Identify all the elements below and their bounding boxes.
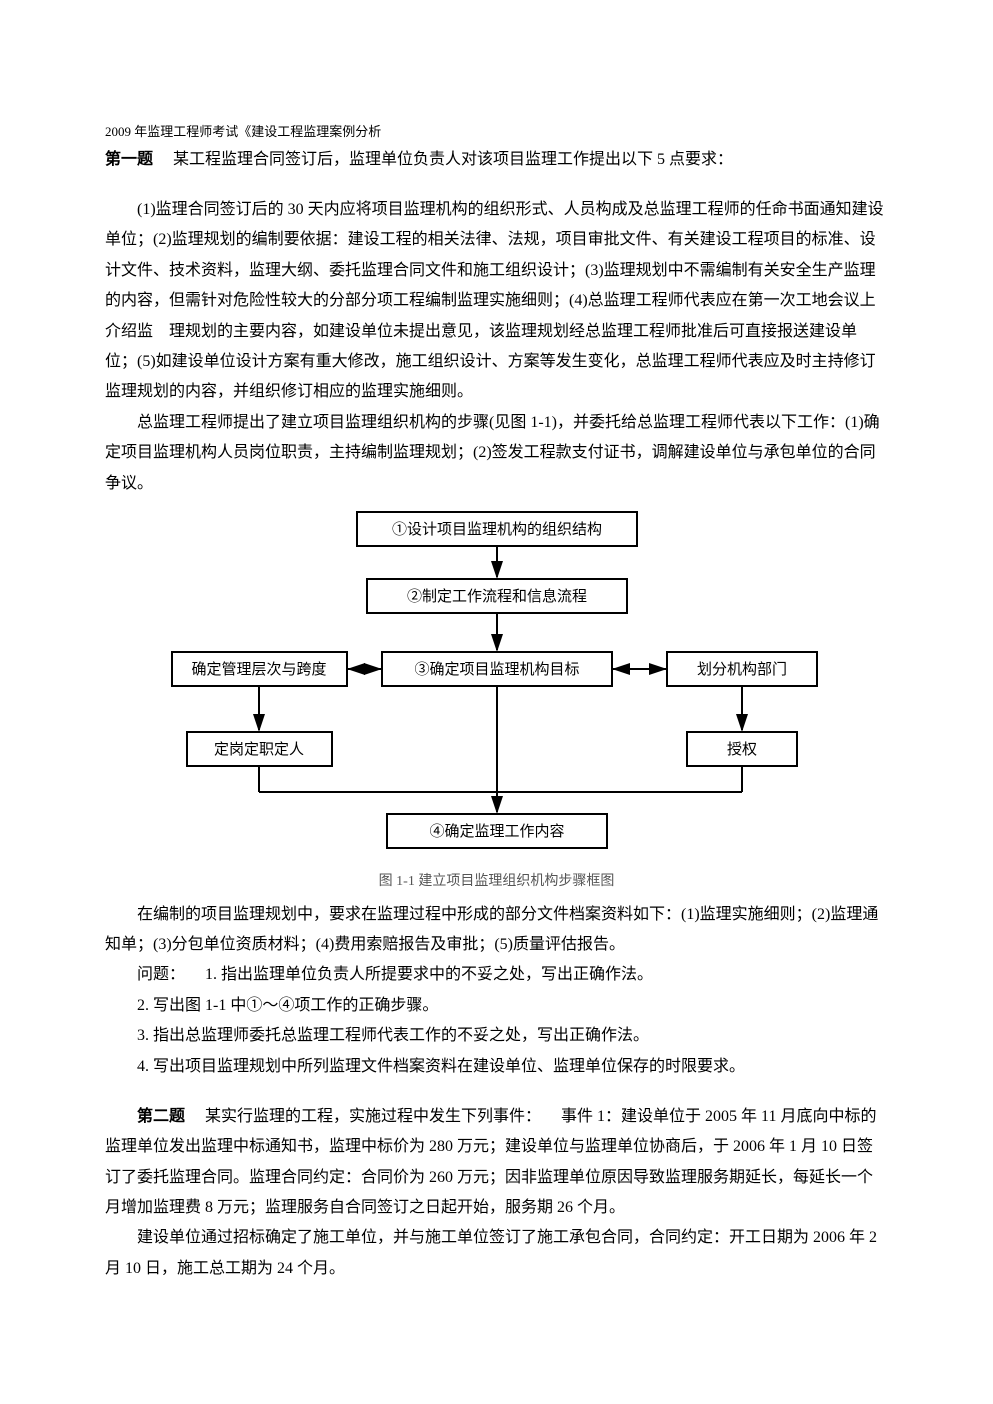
svg-text:划分机构部门: 划分机构部门 (696, 661, 786, 678)
question-2-event1-label: 事件 1： (561, 1108, 621, 1125)
question-1-questions-line: 问题： 1. 指出监理单位负责人所提要求中的不妥之处，写出正确作法。 (105, 960, 888, 990)
svg-text:授权: 授权 (726, 741, 756, 758)
question-1-after-figure: 在编制的项目监理规划中，要求在监理过程中形成的部分文件档案资料如下：(1)监理实… (105, 900, 888, 961)
svg-text:定岗定职定人: 定岗定职定人 (213, 741, 303, 758)
question-1-q1: 1. 指出监理单位负责人所提要求中的不妥之处，写出正确作法。 (205, 966, 653, 983)
question-1-label: 第一题 (105, 151, 153, 168)
question-1-q3: 3. 指出总监理师委托总监理工程师代表工作的不妥之处，写出正确作法。 (105, 1021, 888, 1051)
question-2-paragraph-2: 建设单位通过招标确定了施工单位，并与施工单位签订了施工承包合同，合同约定：开工日… (105, 1223, 888, 1284)
figure-caption: 图 1-1 建立项目监理组织机构步骤框图 (379, 869, 615, 896)
question-1-q2: 2. 写出图 1-1 中①～④项工作的正确步骤。 (105, 991, 888, 1021)
svg-text:确定管理层次与跨度: 确定管理层次与跨度 (191, 661, 326, 678)
question-1-paragraph-1: (1)监理合同签订后的 30 天内应将项目监理机构的组织形式、人员构成及总监理工… (105, 195, 888, 408)
question-1-title-line: 第一题 某工程监理合同签订后，监理单位负责人对该项目监理工作提出以下 5 点要求… (105, 145, 888, 175)
svg-text:②制定工作流程和信息流程: ②制定工作流程和信息流程 (406, 588, 586, 605)
flowchart-svg: ①设计项目监理机构的组织结构 ②制定工作流程和信息流程 确定管理层次与跨度 ③确… (167, 507, 827, 867)
question-1-q4: 4. 写出项目监理规划中所列监理文件档案资料在建设单位、监理单位保存的时限要求。 (105, 1052, 888, 1082)
question-2-title-line: 第二题 某实行监理的工程，实施过程中发生下列事件： 事件 1：建设单位于 200… (105, 1102, 888, 1224)
figure-1-1: ①设计项目监理机构的组织结构 ②制定工作流程和信息流程 确定管理层次与跨度 ③确… (105, 507, 888, 896)
svg-text:④确定监理工作内容: ④确定监理工作内容 (429, 823, 564, 840)
question-2-intro: 某实行监理的工程，实施过程中发生下列事件： (205, 1108, 541, 1125)
svg-text:③确定项目监理机构目标: ③确定项目监理机构目标 (414, 661, 579, 678)
question-2-label: 第二题 (137, 1108, 185, 1125)
questions-label: 问题： (137, 966, 185, 983)
question-1-paragraph-2: 总监理工程师提出了建立项目监理组织机构的步骤(见图 1-1)，并委托给总监理工程… (105, 408, 888, 499)
question-1-intro: 某工程监理合同签订后，监理单位负责人对该项目监理工作提出以下 5 点要求： (173, 151, 733, 168)
svg-text:①设计项目监理机构的组织结构: ①设计项目监理机构的组织结构 (391, 521, 601, 538)
exam-header: 2009 年监理工程师考试《建设工程监理案例分析 (105, 120, 888, 145)
